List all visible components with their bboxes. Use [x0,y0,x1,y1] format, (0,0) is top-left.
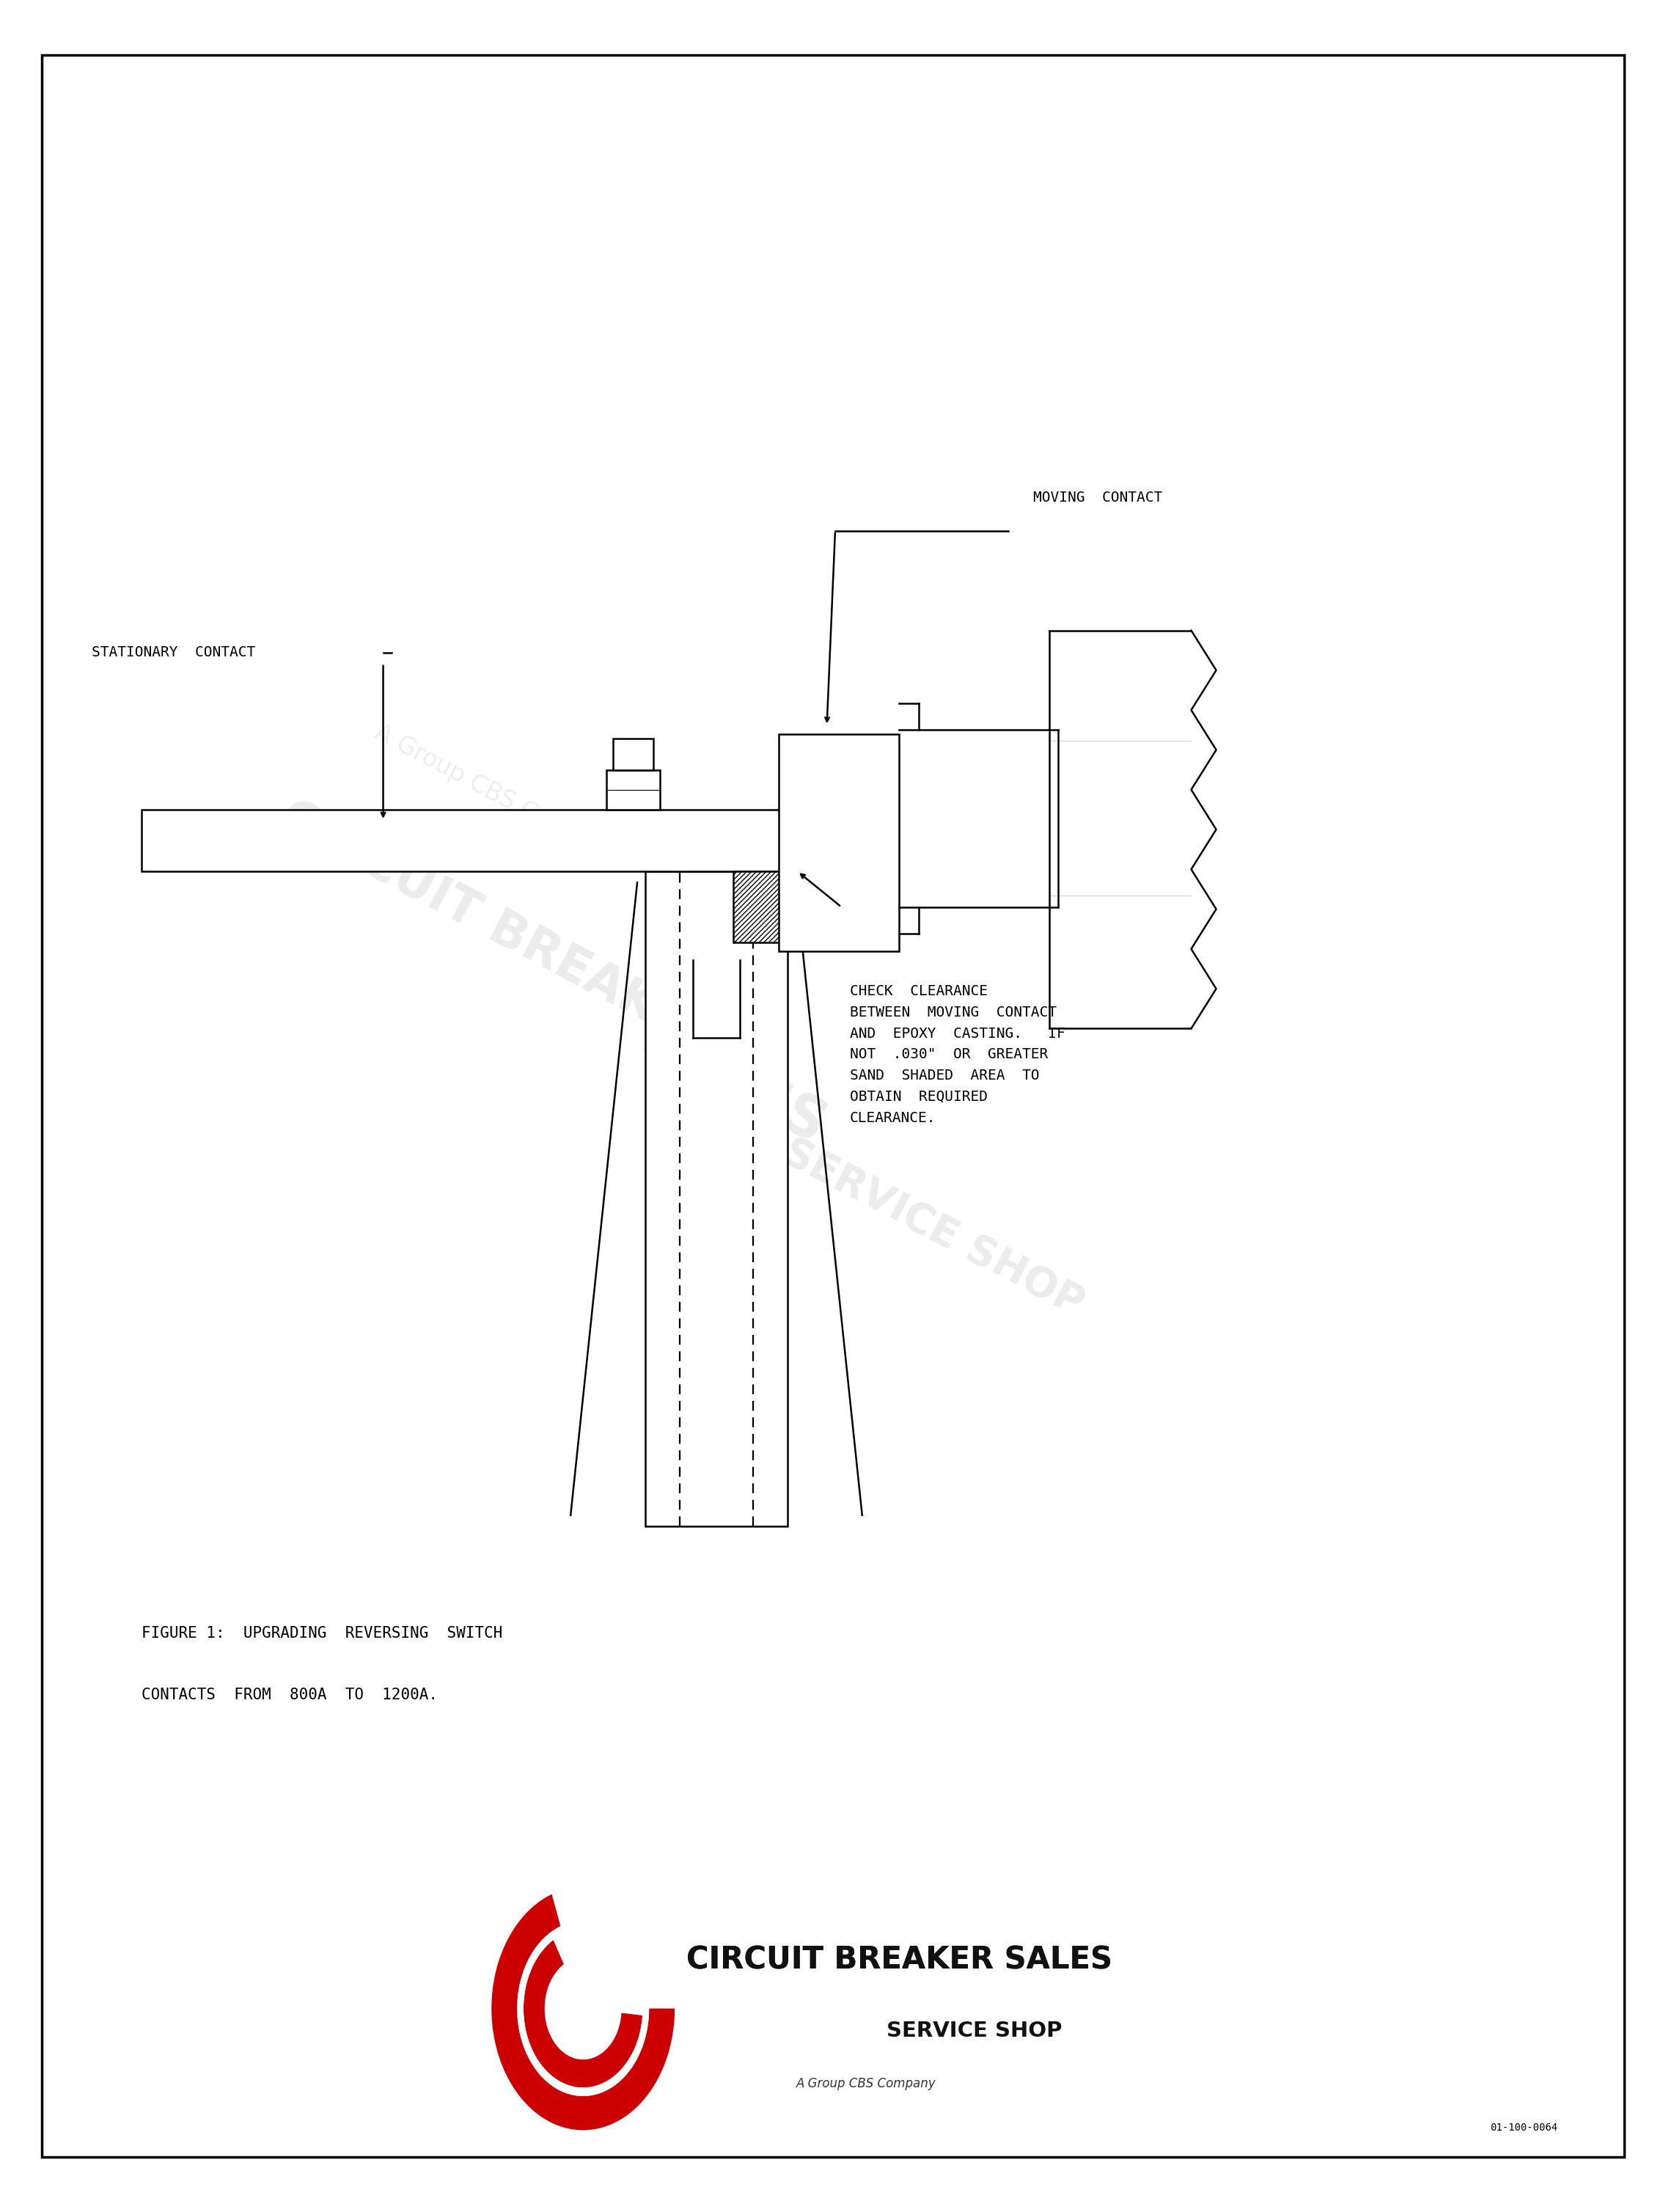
Bar [778,734,900,951]
Text: STATIONARY  CONTACT: STATIONARY CONTACT [92,646,255,659]
Polygon shape [523,1940,643,2088]
Polygon shape [516,1927,650,2097]
Bar [606,770,660,810]
Text: SERVICE SHOP: SERVICE SHOP [776,1133,1090,1323]
Text: CONTACTS  FROM  800A  TO  1200A.: CONTACTS FROM 800A TO 1200A. [142,1688,438,1703]
Text: CIRCUIT BREAKER SALES: CIRCUIT BREAKER SALES [686,1942,1113,1973]
Text: CIRCUIT BREAKER SALES: CIRCUIT BREAKER SALES [686,1944,1113,1975]
Bar [646,872,786,1526]
Text: CHECK  CLEARANCE
BETWEEN  MOVING  CONTACT
AND  EPOXY  CASTING.   IF
NOT  .030"  : CHECK CLEARANCE BETWEEN MOVING CONTACT A… [850,984,1065,1124]
Text: A Group CBS Company: A Group CBS Company [796,2077,936,2090]
Bar [613,739,653,770]
Text: FIGURE 1:  UPGRADING  REVERSING  SWITCH: FIGURE 1: UPGRADING REVERSING SWITCH [142,1626,503,1641]
Text: CIRCUIT BREAKER SALES: CIRCUIT BREAKER SALES [686,1944,1113,1975]
Text: CIRCUIT BREAKER SALES: CIRCUIT BREAKER SALES [686,1947,1113,1978]
Text: SALES: SALES [631,1011,835,1157]
Text: MOVING  CONTACT: MOVING CONTACT [1033,491,1163,504]
Text: 01-100-0064: 01-100-0064 [1489,2124,1558,2132]
Bar [733,872,863,942]
Text: CIRCUIT BREAKER SALES: CIRCUIT BREAKER SALES [685,1944,1111,1975]
Bar [142,810,850,872]
Polygon shape [491,1893,675,2130]
Text: CIRCUIT BREAKER: CIRCUIT BREAKER [272,792,728,1066]
Text: SERVICE SHOP: SERVICE SHOP [886,2020,1063,2042]
Text: CIRCUIT BREAKER SALES: CIRCUIT BREAKER SALES [688,1944,1115,1975]
Text: A Group CBS Company: A Group CBS Company [370,719,630,874]
